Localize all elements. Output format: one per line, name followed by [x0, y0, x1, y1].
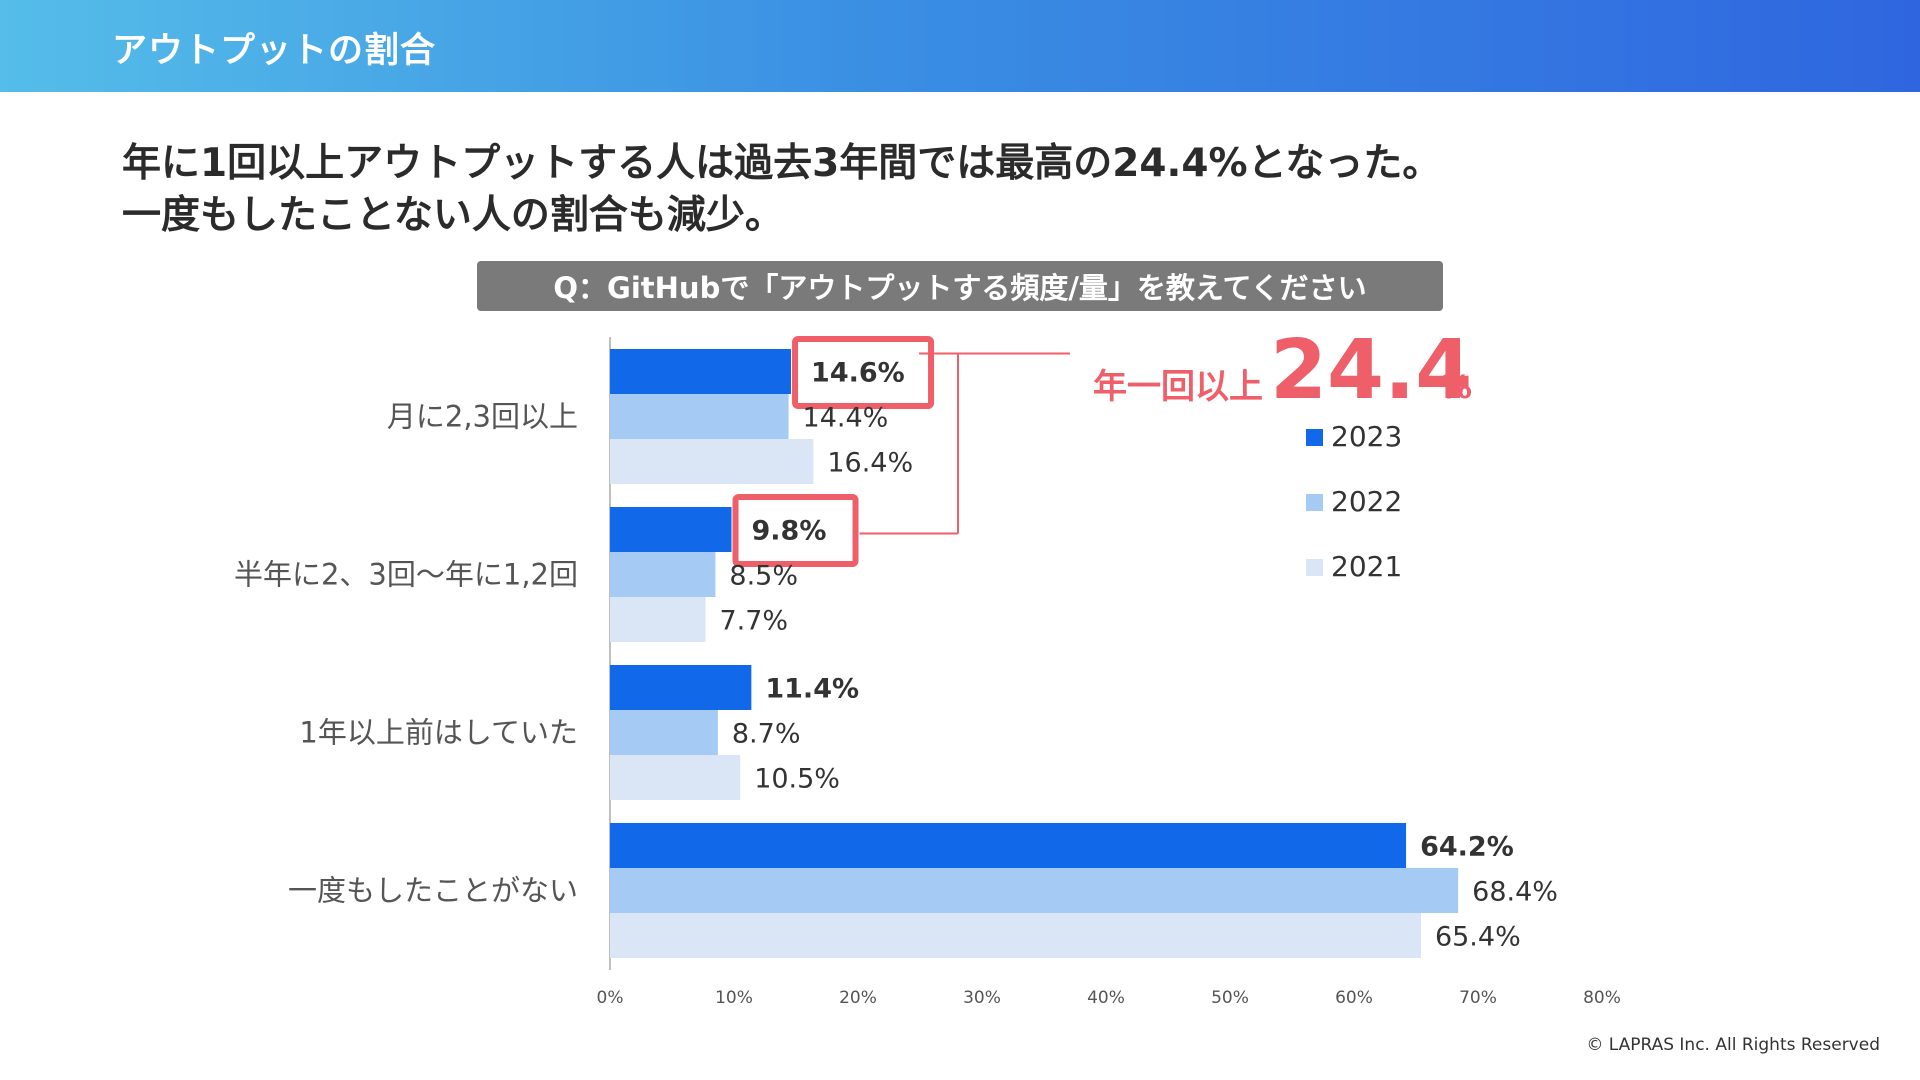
- question-banner: Q：GitHubで「アウトプットする頻度/量」を教えてください: [477, 261, 1443, 311]
- header-title: アウトプットの割合: [112, 31, 437, 71]
- question-text: Q：GitHubで「アウトプットする頻度/量」を教えてください: [553, 271, 1367, 305]
- x-tick-label: 30%: [963, 988, 1001, 1008]
- legend-swatch: [1306, 429, 1323, 446]
- x-tick-label: 70%: [1459, 988, 1497, 1008]
- headline-line1: 年に1回以上アウトプットする人は過去3年間では最高の24.4%となった。: [122, 141, 1442, 186]
- legend-label: 2021: [1331, 550, 1402, 583]
- headline: 年に1回以上アウトプットする人は過去3年間では最高の24.4%となった。 一度も…: [122, 138, 1441, 242]
- value-label: 14.4%: [803, 403, 889, 434]
- x-tick-label: 0%: [597, 988, 624, 1008]
- x-tick-label: 80%: [1583, 988, 1621, 1008]
- x-tick-label: 10%: [715, 988, 753, 1008]
- value-label: 68.4%: [1472, 877, 1558, 908]
- value-label: 16.4%: [827, 448, 913, 479]
- category-label: 半年に2、3回〜年に1,2回: [234, 558, 578, 592]
- highlight-box: [792, 336, 935, 409]
- x-tick-label: 40%: [1087, 988, 1125, 1008]
- legend-swatch: [1306, 494, 1323, 511]
- bar-2021: [610, 439, 814, 484]
- x-tick-label: 20%: [839, 988, 877, 1008]
- value-label: 14.6%: [811, 358, 905, 389]
- value-label: 11.4%: [765, 674, 859, 705]
- category-label: 月に2,3回以上: [387, 400, 578, 434]
- bar-2022: [610, 710, 718, 755]
- bar-2021: [610, 755, 741, 800]
- bar-2022: [610, 552, 716, 597]
- copyright: © LAPRAS Inc. All Rights Reserved: [1586, 1035, 1880, 1055]
- callout-label: 年一回以上: [1093, 367, 1263, 407]
- x-tick-label: 50%: [1211, 988, 1249, 1008]
- headline-line2: 一度もしたことない人の割合も減少。: [122, 193, 784, 238]
- callout-unit: %: [1440, 368, 1472, 406]
- value-label: 10.5%: [754, 764, 840, 795]
- legend-label: 2022: [1331, 485, 1402, 518]
- value-label: 65.4%: [1435, 922, 1521, 953]
- value-label: 8.5%: [729, 561, 798, 592]
- bar-2021: [610, 597, 706, 642]
- header-bar: アウトプットの割合: [0, 0, 1920, 92]
- callout-value: 24.4: [1270, 323, 1472, 418]
- bar-2023: [610, 507, 732, 552]
- highlight-box: [732, 494, 859, 567]
- bar-2023: [610, 665, 752, 710]
- bar-2023: [610, 823, 1407, 868]
- bar-2022: [610, 868, 1459, 913]
- legend-label: 2023: [1331, 420, 1402, 453]
- value-label: 64.2%: [1420, 832, 1514, 863]
- bar-2021: [610, 913, 1421, 958]
- value-label: 9.8%: [752, 516, 827, 547]
- value-label: 8.7%: [732, 719, 801, 750]
- bar-2022: [610, 394, 789, 439]
- category-label: 1年以上前はしていた: [299, 716, 578, 750]
- legend-swatch: [1306, 559, 1323, 576]
- value-label: 7.7%: [719, 606, 788, 637]
- x-tick-label: 60%: [1335, 988, 1373, 1008]
- category-label: 一度もしたことがない: [288, 874, 578, 908]
- bar-2023: [610, 349, 792, 394]
